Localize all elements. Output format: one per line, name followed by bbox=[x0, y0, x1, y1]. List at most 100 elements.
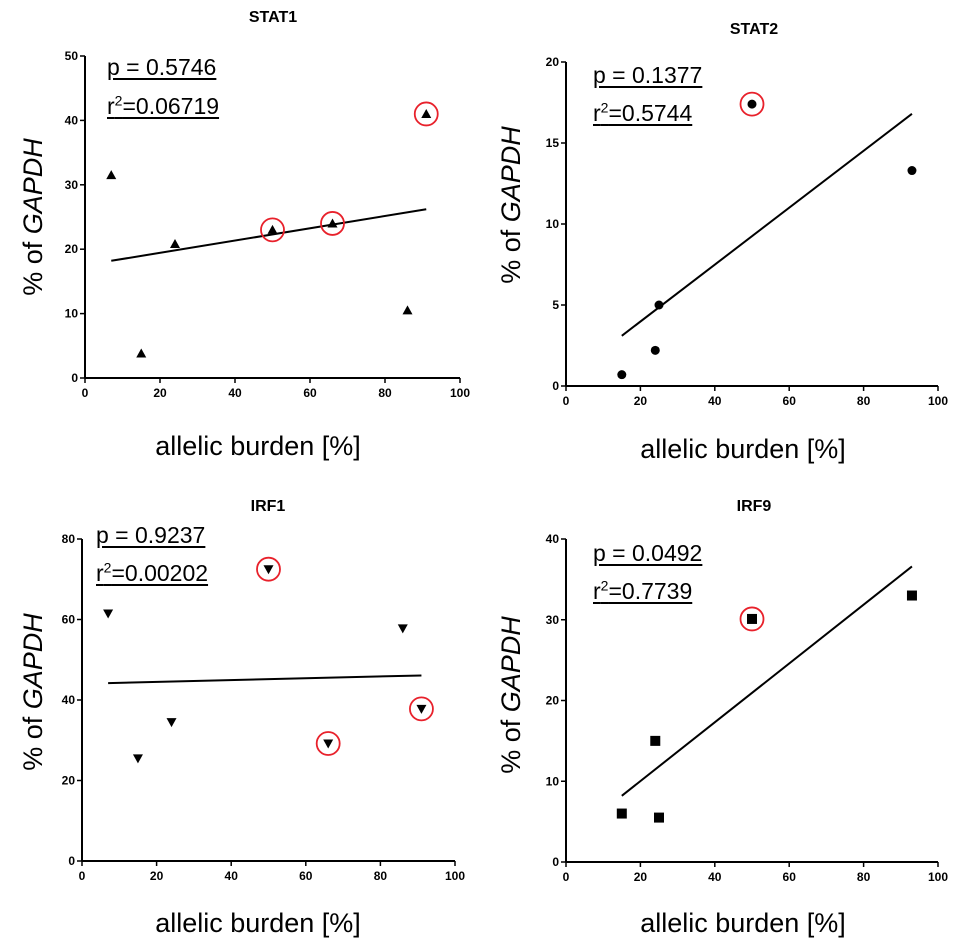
x-tick-label: 20 bbox=[634, 870, 648, 884]
x-axis-label: allelic burden [%] bbox=[640, 434, 846, 464]
data-point bbox=[106, 170, 117, 180]
r-squared-label: r2=0.06719 bbox=[107, 88, 219, 124]
data-point bbox=[132, 754, 143, 764]
r-squared-prefix: r bbox=[593, 100, 601, 126]
y-tick-label: 20 bbox=[546, 55, 560, 69]
x-tick-label: 60 bbox=[783, 394, 797, 408]
r-squared-exponent: 2 bbox=[103, 559, 112, 576]
x-tick-label: 100 bbox=[928, 394, 948, 408]
r-squared-value: =0.5744 bbox=[608, 100, 693, 126]
chart-svg-stat1: STAT1 0 20 40 60 80 100 0 10 20 30 40 50 allelic bu… bbox=[18, 9, 470, 461]
y-tick-label: 15 bbox=[546, 136, 560, 150]
data-point bbox=[650, 345, 660, 355]
y-tick-label: 40 bbox=[62, 693, 76, 707]
y-tick-label: 60 bbox=[62, 613, 76, 627]
highlight-ring bbox=[739, 606, 765, 632]
x-tick-label: 80 bbox=[857, 394, 871, 408]
y-tick-label: 40 bbox=[65, 113, 79, 127]
y-axis-label: % of GAPDH bbox=[18, 613, 48, 771]
x-tick-label: 0 bbox=[563, 870, 570, 884]
data-point bbox=[397, 624, 408, 634]
x-tick-label: 100 bbox=[445, 869, 465, 883]
y-axis-label: % of GAPDH bbox=[18, 138, 48, 296]
chart-svg-irf9: IRF9 0 20 40 60 80 100 0 10 20 30 40 allelic burde… bbox=[496, 498, 948, 938]
highlight-ring bbox=[409, 696, 434, 722]
y-axis-label-prefix: % of bbox=[18, 234, 48, 296]
data-point bbox=[402, 305, 413, 315]
data-point bbox=[906, 590, 917, 601]
r-squared-value: =0.00202 bbox=[111, 560, 209, 586]
r-squared-prefix: r bbox=[96, 560, 104, 586]
data-point bbox=[617, 370, 627, 380]
p-value-label: p = 0.0492 bbox=[593, 540, 703, 566]
highlight-ring bbox=[260, 217, 285, 243]
y-tick-label: 80 bbox=[62, 532, 76, 546]
y-axis-label-prefix: % of bbox=[496, 222, 526, 284]
regression-line bbox=[111, 208, 427, 262]
chart-title: IRF9 bbox=[737, 498, 772, 515]
data-point bbox=[654, 812, 664, 823]
data-point bbox=[421, 108, 432, 118]
y-tick-label: 10 bbox=[65, 307, 79, 321]
x-tick-label: 80 bbox=[374, 869, 388, 883]
x-axis-label: allelic burden [%] bbox=[155, 431, 361, 461]
y-tick-label: 0 bbox=[552, 855, 559, 869]
r-squared-exponent: 2 bbox=[600, 99, 609, 116]
x-tick-label: 40 bbox=[228, 386, 242, 400]
r-squared-prefix: r bbox=[593, 578, 601, 604]
chart-title: IRF1 bbox=[251, 498, 286, 515]
y-axis-label-prefix: % of bbox=[496, 712, 526, 774]
x-tick-label: 100 bbox=[450, 386, 470, 400]
chart-svg-irf1: IRF1 0 20 40 60 80 100 0 20 40 60 80 allelic burde… bbox=[18, 498, 465, 938]
y-axis-label-gene: GAPDH bbox=[496, 616, 526, 713]
chart-panel-irf9: IRF9 0 20 40 60 80 100 0 10 20 30 40 allelic burde… bbox=[478, 471, 957, 942]
data-point bbox=[267, 224, 278, 234]
r-squared-label: r2=0.00202 bbox=[96, 555, 208, 591]
y-tick-label: 30 bbox=[65, 178, 79, 192]
x-axis-label: allelic burden [%] bbox=[155, 908, 361, 938]
p-value-label: p = 0.5746 bbox=[107, 54, 217, 80]
x-tick-label: 0 bbox=[563, 394, 570, 408]
data-point bbox=[747, 613, 757, 624]
highlight-ring bbox=[739, 91, 765, 117]
x-tick-label: 80 bbox=[857, 870, 871, 884]
p-value-label: p = 0.9237 bbox=[96, 522, 206, 548]
x-tick-label: 20 bbox=[634, 394, 648, 408]
x-tick-label: 0 bbox=[79, 869, 86, 883]
chart-panel-irf1: IRF1 0 20 40 60 80 100 0 20 40 60 80 allelic burde… bbox=[0, 471, 478, 942]
r-squared-label: r2=0.7739 bbox=[593, 573, 692, 609]
r-squared-value: =0.7739 bbox=[608, 578, 693, 604]
r-squared-value: =0.06719 bbox=[122, 93, 220, 119]
data-point bbox=[747, 99, 757, 109]
y-tick-label: 20 bbox=[65, 242, 79, 256]
x-tick-label: 40 bbox=[708, 394, 722, 408]
x-tick-label: 20 bbox=[153, 386, 167, 400]
data-point bbox=[654, 300, 664, 310]
x-tick-label: 40 bbox=[708, 870, 722, 884]
y-axis-label-prefix: % of bbox=[18, 709, 48, 771]
data-point bbox=[103, 609, 114, 619]
y-axis-label-gene: GAPDH bbox=[18, 613, 48, 710]
y-axis-label: % of GAPDH bbox=[496, 616, 526, 774]
x-tick-label: 100 bbox=[928, 870, 948, 884]
x-tick-label: 20 bbox=[150, 869, 164, 883]
regression-line bbox=[621, 565, 913, 797]
regression-line bbox=[108, 674, 422, 685]
p-value-label: p = 0.1377 bbox=[593, 62, 703, 88]
y-tick-label: 10 bbox=[546, 774, 560, 788]
r-squared-label: r2=0.5744 bbox=[593, 95, 692, 131]
chart-panel-stat2: STAT2 0 20 40 60 80 100 0 5 10 15 20 allelic burde… bbox=[478, 0, 957, 471]
y-tick-label: 20 bbox=[62, 774, 76, 788]
data-point bbox=[323, 739, 334, 749]
chart-svg-stat2: STAT2 0 20 40 60 80 100 0 5 10 15 20 allelic burde… bbox=[496, 21, 948, 464]
data-point bbox=[263, 565, 274, 575]
chart-title: STAT2 bbox=[730, 21, 778, 38]
data-point bbox=[650, 735, 661, 746]
data-point bbox=[616, 808, 627, 819]
y-tick-label: 20 bbox=[546, 694, 560, 708]
y-axis-label-gene: GAPDH bbox=[18, 138, 48, 235]
y-tick-label: 30 bbox=[546, 613, 560, 627]
x-tick-label: 40 bbox=[225, 869, 239, 883]
x-tick-label: 60 bbox=[303, 386, 317, 400]
y-tick-label: 10 bbox=[546, 217, 560, 231]
